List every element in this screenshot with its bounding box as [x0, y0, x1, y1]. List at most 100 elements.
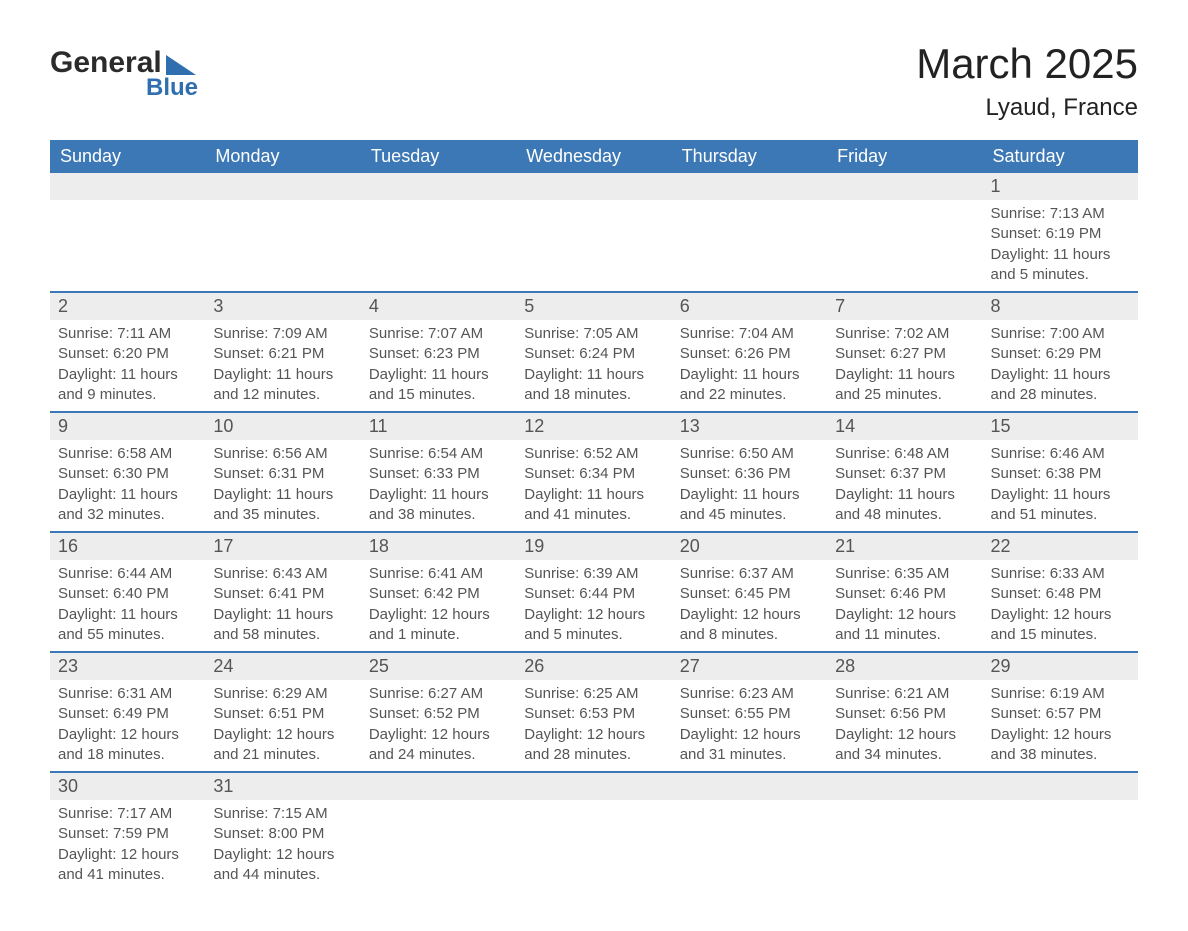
day-number: 29 — [983, 653, 1138, 680]
calendar-cell — [516, 173, 671, 292]
calendar-cell: 26Sunrise: 6:25 AMSunset: 6:53 PMDayligh… — [516, 652, 671, 772]
sunrise-line: Sunrise: 6:35 AM — [835, 564, 974, 584]
daylight-line: Daylight: 11 hours and 51 minutes. — [991, 485, 1130, 526]
sunrise-line: Sunrise: 6:41 AM — [369, 564, 508, 584]
day-body: Sunrise: 7:15 AMSunset: 8:00 PMDaylight:… — [205, 800, 360, 891]
day-body: Sunrise: 6:25 AMSunset: 6:53 PMDaylight:… — [516, 680, 671, 771]
day-body — [672, 200, 827, 280]
day-number: 20 — [672, 533, 827, 560]
day-body — [516, 800, 671, 880]
weekday-header: Saturday — [983, 140, 1138, 173]
calendar-cell — [50, 173, 205, 292]
day-body — [672, 800, 827, 880]
day-body — [983, 800, 1138, 880]
calendar-cell: 13Sunrise: 6:50 AMSunset: 6:36 PMDayligh… — [672, 412, 827, 532]
calendar-cell: 14Sunrise: 6:48 AMSunset: 6:37 PMDayligh… — [827, 412, 982, 532]
daylight-line: Daylight: 12 hours and 15 minutes. — [991, 605, 1130, 646]
calendar-cell: 21Sunrise: 6:35 AMSunset: 6:46 PMDayligh… — [827, 532, 982, 652]
daylight-line: Daylight: 12 hours and 44 minutes. — [213, 845, 352, 886]
calendar-cell: 27Sunrise: 6:23 AMSunset: 6:55 PMDayligh… — [672, 652, 827, 772]
day-number: 23 — [50, 653, 205, 680]
calendar-cell — [672, 173, 827, 292]
weekday-header: Thursday — [672, 140, 827, 173]
daylight-line: Daylight: 11 hours and 28 minutes. — [991, 365, 1130, 406]
day-body: Sunrise: 6:29 AMSunset: 6:51 PMDaylight:… — [205, 680, 360, 771]
weekday-header: Monday — [205, 140, 360, 173]
calendar-cell: 16Sunrise: 6:44 AMSunset: 6:40 PMDayligh… — [50, 532, 205, 652]
sunrise-line: Sunrise: 6:56 AM — [213, 444, 352, 464]
calendar-cell: 28Sunrise: 6:21 AMSunset: 6:56 PMDayligh… — [827, 652, 982, 772]
sunset-line: Sunset: 6:31 PM — [213, 464, 352, 484]
calendar-cell: 10Sunrise: 6:56 AMSunset: 6:31 PMDayligh… — [205, 412, 360, 532]
day-body: Sunrise: 7:13 AMSunset: 6:19 PMDaylight:… — [983, 200, 1138, 291]
page-subtitle: Lyaud, France — [916, 94, 1138, 122]
calendar-week-row: 1Sunrise: 7:13 AMSunset: 6:19 PMDaylight… — [50, 173, 1138, 292]
sunset-line: Sunset: 6:21 PM — [213, 344, 352, 364]
daylight-line: Daylight: 11 hours and 48 minutes. — [835, 485, 974, 526]
calendar-cell: 31Sunrise: 7:15 AMSunset: 8:00 PMDayligh… — [205, 772, 360, 891]
sunset-line: Sunset: 6:52 PM — [369, 704, 508, 724]
sunrise-line: Sunrise: 6:58 AM — [58, 444, 197, 464]
calendar-cell: 8Sunrise: 7:00 AMSunset: 6:29 PMDaylight… — [983, 292, 1138, 412]
calendar-cell: 12Sunrise: 6:52 AMSunset: 6:34 PMDayligh… — [516, 412, 671, 532]
sunrise-line: Sunrise: 7:00 AM — [991, 324, 1130, 344]
sunrise-line: Sunrise: 6:31 AM — [58, 684, 197, 704]
day-body: Sunrise: 7:04 AMSunset: 6:26 PMDaylight:… — [672, 320, 827, 411]
day-body — [361, 800, 516, 880]
logo-text-sub: Blue — [146, 74, 198, 102]
sunset-line: Sunset: 6:20 PM — [58, 344, 197, 364]
day-body: Sunrise: 6:35 AMSunset: 6:46 PMDaylight:… — [827, 560, 982, 651]
calendar-cell: 9Sunrise: 6:58 AMSunset: 6:30 PMDaylight… — [50, 412, 205, 532]
day-number — [672, 173, 827, 200]
daylight-line: Daylight: 11 hours and 45 minutes. — [680, 485, 819, 526]
daylight-line: Daylight: 11 hours and 32 minutes. — [58, 485, 197, 526]
sunset-line: Sunset: 6:40 PM — [58, 584, 197, 604]
daylight-line: Daylight: 11 hours and 38 minutes. — [369, 485, 508, 526]
day-body: Sunrise: 6:41 AMSunset: 6:42 PMDaylight:… — [361, 560, 516, 651]
calendar-cell: 15Sunrise: 6:46 AMSunset: 6:38 PMDayligh… — [983, 412, 1138, 532]
page-title: March 2025 — [916, 40, 1138, 88]
sunrise-line: Sunrise: 6:27 AM — [369, 684, 508, 704]
day-body: Sunrise: 6:44 AMSunset: 6:40 PMDaylight:… — [50, 560, 205, 651]
sunrise-line: Sunrise: 6:52 AM — [524, 444, 663, 464]
day-number — [516, 773, 671, 800]
sunrise-line: Sunrise: 7:15 AM — [213, 804, 352, 824]
day-body: Sunrise: 7:02 AMSunset: 6:27 PMDaylight:… — [827, 320, 982, 411]
day-number: 18 — [361, 533, 516, 560]
day-number: 17 — [205, 533, 360, 560]
calendar-cell: 1Sunrise: 7:13 AMSunset: 6:19 PMDaylight… — [983, 173, 1138, 292]
calendar-cell: 11Sunrise: 6:54 AMSunset: 6:33 PMDayligh… — [361, 412, 516, 532]
day-body: Sunrise: 6:23 AMSunset: 6:55 PMDaylight:… — [672, 680, 827, 771]
calendar-cell: 4Sunrise: 7:07 AMSunset: 6:23 PMDaylight… — [361, 292, 516, 412]
day-number: 28 — [827, 653, 982, 680]
sunset-line: Sunset: 6:38 PM — [991, 464, 1130, 484]
sunset-line: Sunset: 8:00 PM — [213, 824, 352, 844]
day-body: Sunrise: 7:11 AMSunset: 6:20 PMDaylight:… — [50, 320, 205, 411]
day-body: Sunrise: 6:19 AMSunset: 6:57 PMDaylight:… — [983, 680, 1138, 771]
day-body: Sunrise: 6:39 AMSunset: 6:44 PMDaylight:… — [516, 560, 671, 651]
sunrise-line: Sunrise: 6:21 AM — [835, 684, 974, 704]
sunset-line: Sunset: 6:19 PM — [991, 224, 1130, 244]
calendar-cell: 6Sunrise: 7:04 AMSunset: 6:26 PMDaylight… — [672, 292, 827, 412]
sunrise-line: Sunrise: 7:11 AM — [58, 324, 197, 344]
calendar-cell: 2Sunrise: 7:11 AMSunset: 6:20 PMDaylight… — [50, 292, 205, 412]
day-number — [361, 773, 516, 800]
day-number — [827, 173, 982, 200]
weekday-header: Friday — [827, 140, 982, 173]
sunrise-line: Sunrise: 6:19 AM — [991, 684, 1130, 704]
sunset-line: Sunset: 6:36 PM — [680, 464, 819, 484]
day-body: Sunrise: 6:58 AMSunset: 6:30 PMDaylight:… — [50, 440, 205, 531]
calendar-cell: 29Sunrise: 6:19 AMSunset: 6:57 PMDayligh… — [983, 652, 1138, 772]
sunrise-line: Sunrise: 6:48 AM — [835, 444, 974, 464]
sunset-line: Sunset: 6:56 PM — [835, 704, 974, 724]
daylight-line: Daylight: 12 hours and 1 minute. — [369, 605, 508, 646]
daylight-line: Daylight: 12 hours and 28 minutes. — [524, 725, 663, 766]
sunrise-line: Sunrise: 6:29 AM — [213, 684, 352, 704]
day-number: 13 — [672, 413, 827, 440]
day-number: 10 — [205, 413, 360, 440]
day-number: 14 — [827, 413, 982, 440]
daylight-line: Daylight: 11 hours and 41 minutes. — [524, 485, 663, 526]
calendar-cell: 23Sunrise: 6:31 AMSunset: 6:49 PMDayligh… — [50, 652, 205, 772]
daylight-line: Daylight: 12 hours and 38 minutes. — [991, 725, 1130, 766]
day-number: 5 — [516, 293, 671, 320]
